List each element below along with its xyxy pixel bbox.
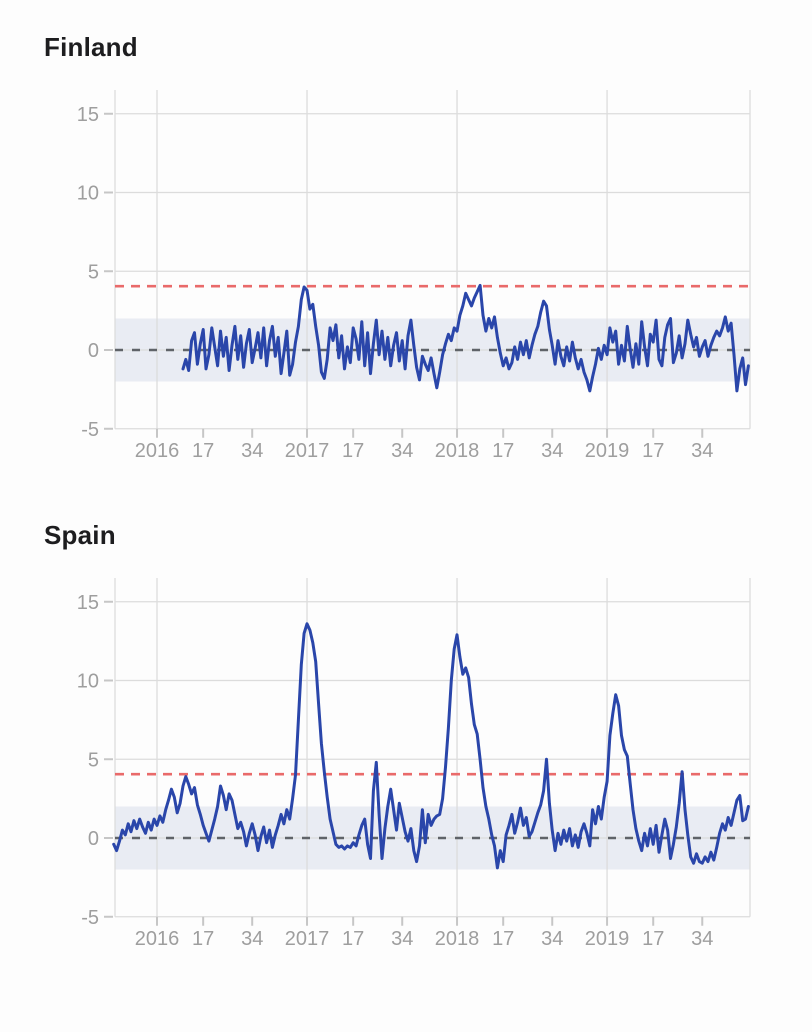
chart-block-finland: Finland 15 10 5 0 -5 2016 17 34 2017 17 34 2018 17 34… <box>0 32 812 470</box>
x-tick-label: 34 <box>391 928 413 950</box>
x-tick-label: 17 <box>642 440 664 462</box>
x-tick-label: 34 <box>391 440 413 462</box>
x-tick-label: 34 <box>241 928 263 950</box>
zscore-charts-page: Finland 15 10 5 0 -5 2016 17 34 2017 17 34 2018 17 34… <box>0 32 812 958</box>
y-tick-label: 0 <box>88 340 99 362</box>
x-tick-label: 2017 <box>285 928 330 950</box>
x-tick-label: 2016 <box>135 928 180 950</box>
x-tick-label: 2019 <box>585 440 630 462</box>
y-tick-label: 15 <box>77 104 99 126</box>
chart-title-spain: Spain <box>44 520 116 550</box>
y-tick-label: 5 <box>88 261 99 283</box>
x-tick-label: 2017 <box>285 440 330 462</box>
series-line <box>112 622 750 870</box>
x-tick-label: 34 <box>691 928 713 950</box>
x-tick-label: 34 <box>241 440 263 462</box>
x-tick-label: 17 <box>192 928 214 950</box>
chart-block-spain: Spain 15 10 5 0 -5 2016 17 34 2017 17 34 2018 17 34 20… <box>0 520 812 958</box>
x-tick-label: 17 <box>642 928 664 950</box>
y-tick-label: 10 <box>77 671 99 693</box>
x-tick-label: 17 <box>342 928 364 950</box>
y-tick-label: 5 <box>88 749 99 771</box>
x-tick-label: 17 <box>492 440 514 462</box>
y-tick-label: 15 <box>77 592 99 614</box>
x-tick-label: 2018 <box>435 440 480 462</box>
x-tick-label: 2016 <box>135 440 180 462</box>
chart-canvas-spain: 15 10 5 0 -5 2016 17 34 2017 17 34 2018 17 34 2019 17 34 <box>77 578 751 950</box>
x-tick-label: 17 <box>492 928 514 950</box>
x-tick-label: 34 <box>541 440 563 462</box>
chart-title-finland: Finland <box>44 32 138 62</box>
x-tick-label: 17 <box>342 440 364 462</box>
x-tick-label: 17 <box>192 440 214 462</box>
x-tick-label: 34 <box>541 928 563 950</box>
chart-canvas-finland: 15 10 5 0 -5 2016 17 34 2017 17 34 2018 17 34 2019 17 34 <box>77 90 751 462</box>
y-tick-label: 10 <box>77 183 99 205</box>
x-tick-label: 2018 <box>435 928 480 950</box>
y-tick-label: -5 <box>81 419 99 441</box>
y-tick-label: 0 <box>88 828 99 850</box>
series-line <box>181 283 750 393</box>
y-tick-label: -5 <box>81 907 99 929</box>
x-tick-label: 2019 <box>585 928 630 950</box>
x-tick-label: 34 <box>691 440 713 462</box>
